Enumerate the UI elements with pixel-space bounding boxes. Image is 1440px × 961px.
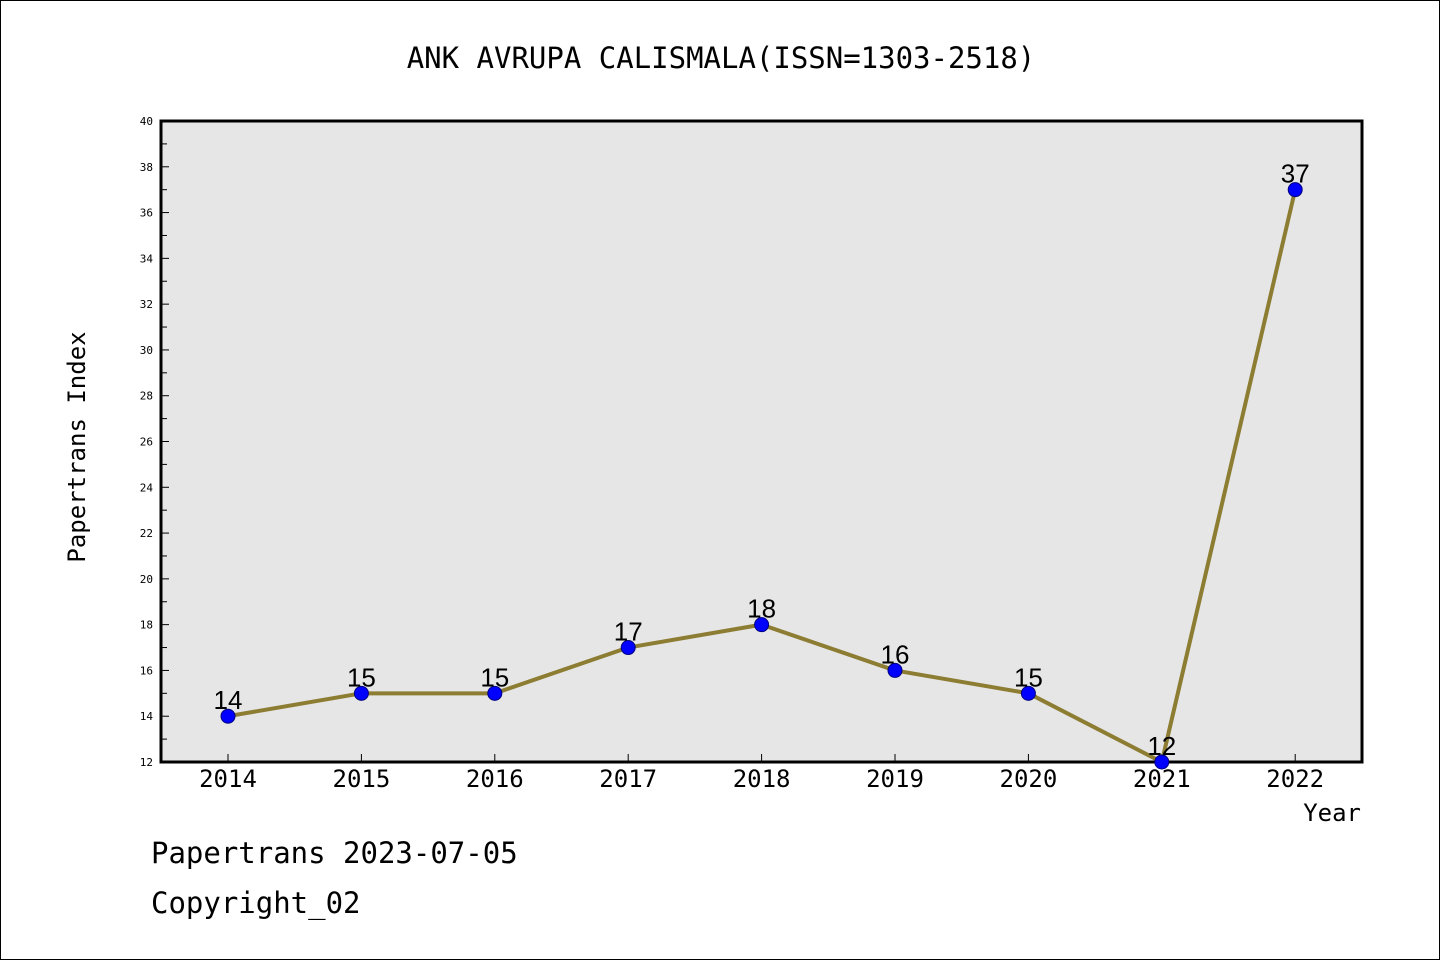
y-axis: 12 14 16 18 20 22 24 26 28 30 32 34 36 38 40 [140, 115, 169, 769]
y-tick-label: 22 [140, 527, 153, 540]
x-tick-label: 2020 [1000, 765, 1058, 793]
data-point [887, 662, 903, 678]
x-axis: 2014 2015 2016 2017 2018 2019 2020 2021 2022 [199, 754, 1324, 793]
y-tick-label: 28 [140, 390, 153, 403]
y-tick-label: 34 [140, 252, 154, 265]
y-tick-label: 20 [140, 573, 153, 586]
data-point [353, 685, 369, 701]
x-tick-label: 2015 [333, 765, 391, 793]
data-label: 12 [1147, 731, 1176, 761]
data-point [1154, 754, 1170, 770]
data-point [1287, 182, 1303, 198]
y-tick-label: 36 [140, 207, 153, 220]
y-tick-label: 30 [140, 344, 153, 357]
y-tick-label: 24 [140, 481, 154, 494]
plot-area [159, 119, 1364, 764]
data-label: 37 [1281, 159, 1310, 189]
x-tick-label: 2018 [733, 765, 791, 793]
y-tick-label: 32 [140, 298, 153, 311]
y-tick-label: 26 [140, 436, 153, 449]
x-tick-label: 2019 [866, 765, 924, 793]
data-label: 17 [614, 617, 643, 647]
y-tick-label: 18 [140, 619, 153, 632]
data-label: 16 [881, 639, 910, 669]
y-tick-label: 14 [140, 710, 154, 723]
y-axis-title: Papertrans Index [63, 331, 91, 562]
data-label: 15 [1014, 662, 1043, 692]
y-tick-label: 38 [140, 161, 153, 174]
x-tick-label: 2014 [199, 765, 257, 793]
footer-date: Papertrans 2023-07-05 [151, 836, 518, 870]
data-point [754, 617, 770, 633]
footer-copyright: Copyright_02 [151, 886, 361, 920]
y-tick-label: 16 [140, 664, 153, 677]
x-tick-label: 2022 [1266, 765, 1324, 793]
data-label: 15 [480, 662, 509, 692]
y-tick-label: 40 [140, 115, 153, 128]
data-point [220, 708, 236, 724]
data-point [1020, 685, 1036, 701]
chart-title: ANK AVRUPA CALISMALA(ISSN=1303-2518) [407, 41, 1036, 75]
data-point [620, 640, 636, 656]
x-tick-label: 2016 [466, 765, 524, 793]
series [220, 182, 1303, 770]
y-tick-label: 12 [140, 756, 153, 769]
data-label: 18 [747, 594, 776, 624]
data-labels: 14 15 15 17 18 16 15 12 37 [214, 159, 1310, 761]
x-axis-title: Year [1303, 799, 1361, 827]
data-label: 14 [214, 685, 243, 715]
data-label: 15 [347, 662, 376, 692]
x-tick-label: 2017 [599, 765, 657, 793]
data-point [487, 685, 503, 701]
x-tick-label: 2021 [1133, 765, 1191, 793]
